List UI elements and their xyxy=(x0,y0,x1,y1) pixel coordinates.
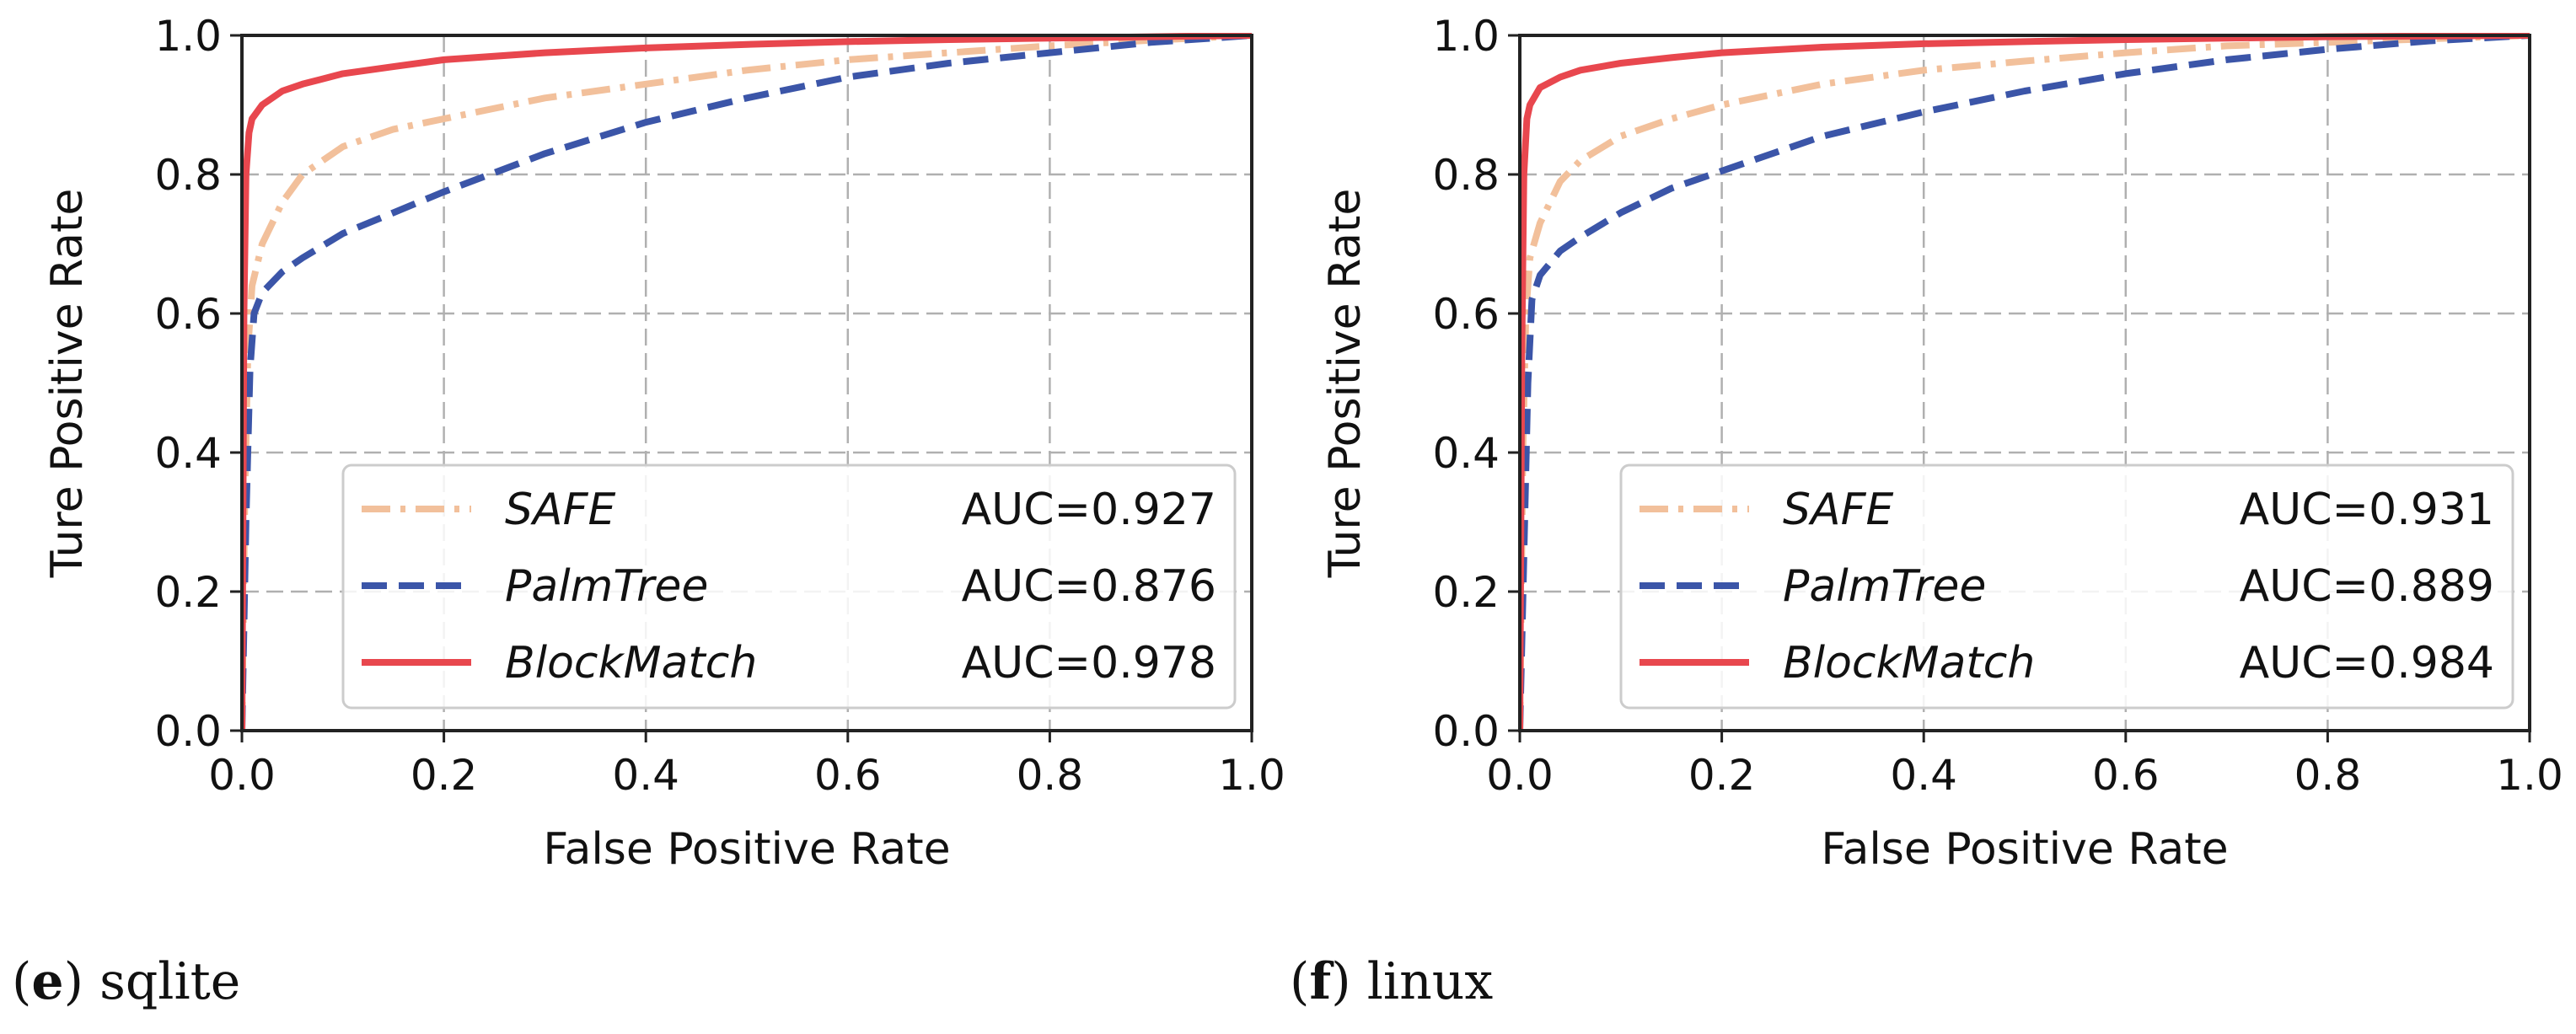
legend-label-safe: SAFE xyxy=(1783,485,1893,535)
x-tick-label: 0.0 xyxy=(1486,751,1554,800)
plot-frame xyxy=(240,34,1253,732)
x-tick-label: 0.8 xyxy=(2294,751,2362,800)
legend-auc-blockmatch: AUC=0.978 xyxy=(962,638,1216,688)
legend-auc-blockmatch: AUC=0.984 xyxy=(2240,638,2494,688)
y-tick-label: 0.0 xyxy=(154,707,222,756)
y-tick-label: 0.4 xyxy=(154,429,222,478)
legend-auc-safe: AUC=0.931 xyxy=(2240,485,2494,535)
series-line-safe xyxy=(1520,33,2530,731)
y-tick-label: 0.6 xyxy=(1432,290,1500,339)
series-line-palmtree xyxy=(242,33,1253,731)
chart-panel-1: 0.0 0.2 0.4 0.6 0.8 1.0 0.0 0.2 0.4 0.6 0.8 1.0 Fals… xyxy=(42,12,1285,875)
y-tick-label: 0.2 xyxy=(1432,568,1500,617)
caption-f: (f) linux xyxy=(1290,952,1494,1011)
x-tick-label: 0.8 xyxy=(1017,751,1084,800)
series-line-blockmatch xyxy=(1520,33,2530,731)
x-tick-label: 0.2 xyxy=(411,751,478,800)
y-axis-label: Ture Positive Rate xyxy=(42,189,93,579)
series-line-palmtree xyxy=(1520,33,2530,731)
y-tick-label: 0.0 xyxy=(1432,707,1500,756)
legend-label-palmtree: PalmTree xyxy=(505,561,708,612)
legend-label-blockmatch: BlockMatch xyxy=(505,638,757,688)
x-tick-label: 0.4 xyxy=(612,751,679,800)
y-tick-label: 0.6 xyxy=(154,290,222,339)
y-tick-label: 0.8 xyxy=(154,151,222,200)
y-tick-label: 0.2 xyxy=(154,568,222,617)
legend-auc-safe: AUC=0.927 xyxy=(962,485,1216,535)
x-tick-label: 0.6 xyxy=(2092,751,2160,800)
legend-auc-palmtree: AUC=0.889 xyxy=(2240,561,2494,612)
legend-label-palmtree: PalmTree xyxy=(1783,561,1986,612)
x-tick-label: 0.2 xyxy=(1688,751,1756,800)
chart-panel-2: 0.0 0.2 0.4 0.6 0.8 1.0 0.0 0.2 0.4 0.6 0.8 1.0 Fals… xyxy=(1320,12,2563,875)
y-tick-label: 0.4 xyxy=(1432,429,1500,478)
legend-auc-palmtree: AUC=0.876 xyxy=(962,561,1216,612)
legend-box xyxy=(1619,463,2514,710)
plot-frame xyxy=(1518,34,2531,732)
legend-box xyxy=(341,463,1237,710)
y-axis-label: Ture Positive Rate xyxy=(1320,189,1371,579)
legend: SAFE AUC=0.931 PalmTree AUC=0.889 BlockMatch… xyxy=(1619,463,2514,710)
legend-label-blockmatch: BlockMatch xyxy=(1783,638,2035,688)
x-axis-label: False Positive Rate xyxy=(543,824,950,875)
x-axis-label: False Positive Rate xyxy=(1821,824,2228,875)
legend-label-safe: SAFE xyxy=(505,485,615,535)
legend: SAFE AUC=0.927 PalmTree AUC=0.876 BlockMatch… xyxy=(341,463,1237,710)
x-tick-label: 0.6 xyxy=(814,751,882,800)
y-tick-label: 1.0 xyxy=(154,12,222,61)
series-line-blockmatch xyxy=(242,33,1253,731)
caption-e: (e) sqlite xyxy=(12,952,241,1011)
y-tick-label: 0.8 xyxy=(1432,151,1500,200)
series-line-safe xyxy=(242,33,1253,731)
x-tick-label: 0.0 xyxy=(208,751,276,800)
x-tick-label: 1.0 xyxy=(1218,751,1285,800)
x-tick-label: 1.0 xyxy=(2496,751,2563,800)
x-tick-label: 0.4 xyxy=(1890,751,1957,800)
y-tick-label: 1.0 xyxy=(1432,12,1500,61)
